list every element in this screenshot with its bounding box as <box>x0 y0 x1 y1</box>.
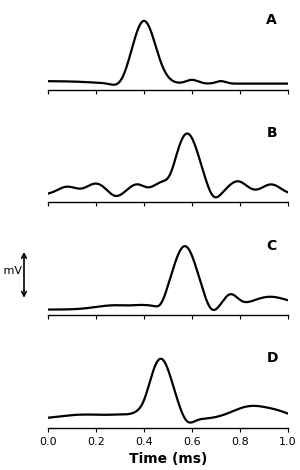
Text: 60 mV: 60 mV <box>0 266 22 276</box>
Text: C: C <box>266 239 277 253</box>
Text: B: B <box>266 126 277 140</box>
X-axis label: Time (ms): Time (ms) <box>129 452 207 466</box>
Text: D: D <box>266 351 278 365</box>
Text: A: A <box>266 14 277 27</box>
